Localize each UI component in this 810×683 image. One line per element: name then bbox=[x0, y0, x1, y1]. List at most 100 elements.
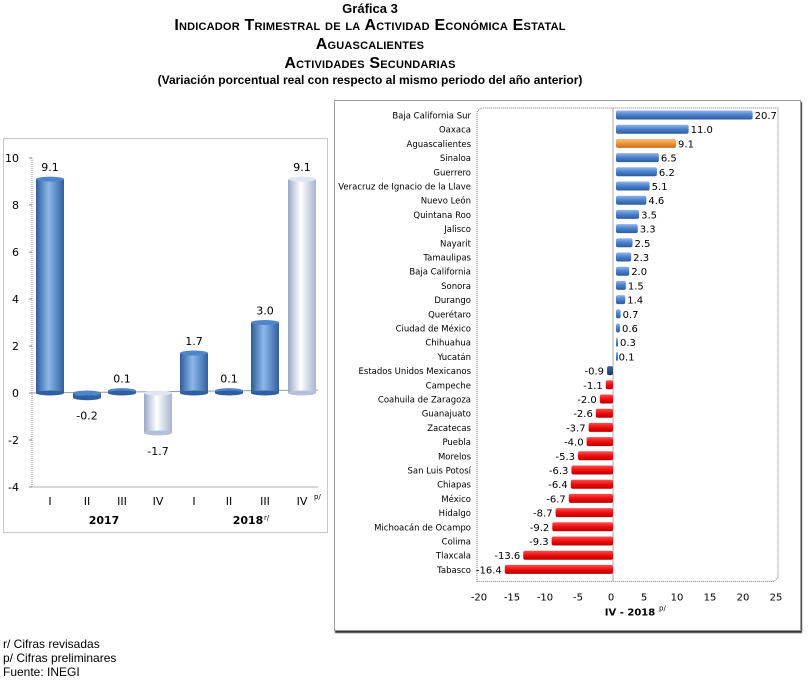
x-tick-label: -20 bbox=[471, 592, 487, 603]
category-label: Sonora bbox=[441, 282, 471, 292]
bar-cap bbox=[288, 176, 316, 182]
bar bbox=[616, 153, 659, 163]
bar bbox=[552, 522, 613, 532]
data-label: -0.9 bbox=[585, 367, 605, 378]
bar bbox=[616, 138, 677, 148]
x-tick-label: 15 bbox=[704, 592, 717, 603]
x-tick-label: 10 bbox=[671, 592, 684, 603]
preliminary-note: p/ Cifras preliminares bbox=[3, 651, 117, 665]
category-label: México bbox=[441, 494, 471, 505]
bar bbox=[616, 323, 620, 333]
bar bbox=[616, 266, 630, 276]
group-suffix: r/ bbox=[264, 514, 270, 522]
category-label: Yucatán bbox=[437, 353, 471, 363]
bar bbox=[616, 351, 618, 361]
bar bbox=[616, 224, 638, 234]
bar-cap bbox=[144, 390, 172, 396]
category-label: Coahuila de Zaragoza bbox=[378, 396, 471, 406]
bar-base bbox=[144, 430, 172, 436]
bar-base bbox=[108, 390, 136, 396]
bar bbox=[555, 508, 613, 518]
category-label: II bbox=[226, 495, 233, 508]
bar bbox=[616, 209, 640, 219]
category-label: Tamaulipas bbox=[422, 254, 471, 264]
bar bbox=[616, 295, 626, 305]
bar bbox=[578, 451, 613, 461]
category-label: Chiapas bbox=[437, 481, 471, 491]
category-label: Durango bbox=[434, 296, 471, 306]
state-title: Aguascalientes bbox=[315, 36, 425, 53]
x-axis-title: IV - 2018 bbox=[605, 607, 655, 618]
bar-base bbox=[36, 390, 64, 396]
plot-area-border bbox=[476, 107, 779, 582]
data-label: 3.5 bbox=[641, 210, 657, 221]
chart-header: Gráfica 3 Indicador Trimestral de la Act… bbox=[0, 0, 740, 88]
bar bbox=[599, 394, 613, 404]
category-label: III bbox=[260, 495, 270, 508]
y-tick-label: -4 bbox=[8, 481, 19, 494]
data-label: -5.3 bbox=[556, 452, 576, 463]
data-label: 1.4 bbox=[627, 296, 643, 307]
bar bbox=[570, 479, 613, 489]
x-tick-label: -5 bbox=[573, 592, 583, 603]
data-label: 2.5 bbox=[635, 239, 651, 250]
category-label: Baja California Sur bbox=[392, 112, 471, 122]
data-label: 1.5 bbox=[628, 281, 644, 292]
category-label: I bbox=[192, 495, 195, 508]
category-label: III bbox=[117, 495, 127, 508]
revised-note: r/ Cifras revisadas bbox=[3, 637, 100, 651]
bar bbox=[616, 110, 753, 120]
data-label: -6.7 bbox=[546, 494, 566, 505]
y-tick-label: 0 bbox=[12, 387, 19, 400]
bar bbox=[616, 337, 618, 347]
category-label: Jalisco bbox=[443, 225, 471, 235]
data-label: 0.1 bbox=[619, 352, 635, 363]
data-label: -6.3 bbox=[549, 466, 569, 477]
category-label: Estados Unidos Mexicanos bbox=[359, 367, 472, 377]
bar-cap bbox=[180, 350, 208, 356]
bar-cap bbox=[36, 176, 64, 182]
bar-base bbox=[215, 390, 243, 396]
sector-title: Actividades Secundarias bbox=[284, 55, 456, 72]
y-tick-label: 10 bbox=[5, 152, 19, 165]
data-label: -3.7 bbox=[566, 423, 586, 434]
category-label: Nayarit bbox=[440, 239, 472, 249]
data-label: 11.0 bbox=[691, 125, 713, 136]
data-label: 5.1 bbox=[652, 182, 668, 193]
bar-base bbox=[251, 390, 279, 396]
category-label: Zacatecas bbox=[427, 424, 471, 434]
x-tick-label: 5 bbox=[641, 592, 647, 603]
bar bbox=[616, 252, 632, 262]
x-tick-label: 25 bbox=[770, 592, 783, 603]
data-label: 6.2 bbox=[659, 168, 675, 179]
bar bbox=[588, 422, 613, 432]
x-axis-title-suffix: p/ bbox=[659, 604, 666, 612]
bar bbox=[571, 465, 613, 475]
category-suffix: p/ bbox=[314, 493, 321, 501]
bar bbox=[551, 536, 613, 546]
data-label: 9.1 bbox=[678, 139, 694, 150]
bar bbox=[607, 366, 613, 376]
bar bbox=[288, 179, 316, 393]
bar bbox=[616, 181, 650, 191]
category-label: Puebla bbox=[442, 438, 471, 448]
data-label: -16.4 bbox=[476, 565, 502, 576]
bar bbox=[616, 238, 633, 248]
footnotes: r/ Cifras revisadas p/ Cifras preliminar… bbox=[3, 637, 116, 679]
data-label: 0.1 bbox=[113, 373, 131, 386]
y-tick-label: 8 bbox=[12, 199, 19, 212]
x-tick-label: -15 bbox=[504, 592, 520, 603]
bar bbox=[144, 393, 172, 433]
bar bbox=[616, 124, 689, 134]
data-label: -6.4 bbox=[548, 480, 568, 491]
category-label: Hidalgo bbox=[439, 509, 471, 519]
category-label: II bbox=[84, 495, 91, 508]
x-tick-label: 20 bbox=[737, 592, 750, 603]
data-label: 0.6 bbox=[622, 324, 638, 335]
category-label: Guanajuato bbox=[422, 410, 471, 420]
figure-number: Gráfica 3 bbox=[342, 1, 398, 16]
category-label: Morelos bbox=[438, 452, 472, 462]
main-title: Indicador Trimestral de la Actividad Eco… bbox=[174, 17, 566, 34]
data-label: 0.1 bbox=[220, 373, 238, 386]
